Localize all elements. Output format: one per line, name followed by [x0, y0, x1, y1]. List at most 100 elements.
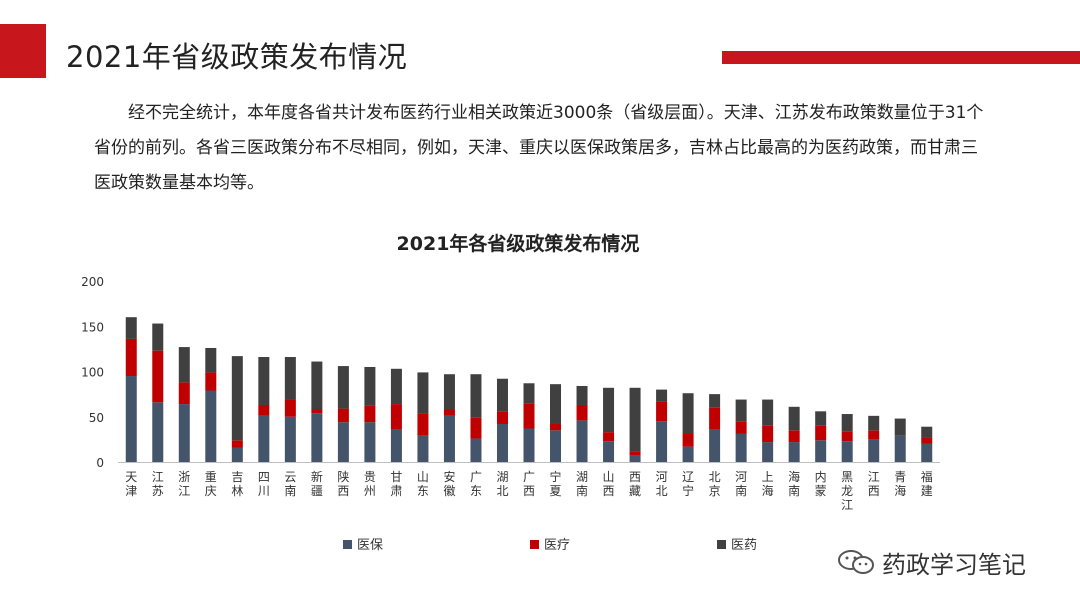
x-tick-label: 夏	[550, 484, 562, 498]
x-tick-label: 徽	[443, 483, 455, 498]
x-tick-label: 海	[894, 483, 906, 498]
bar-segment	[762, 442, 774, 462]
x-tick-label: 宁	[682, 483, 694, 498]
bar-segment	[125, 317, 137, 339]
bar-segment	[231, 447, 243, 462]
y-tick-label: 150	[81, 320, 104, 334]
x-tick-label: 广	[470, 470, 482, 484]
x-tick-label: 京	[709, 484, 721, 498]
bar-segment	[550, 423, 562, 431]
bar-segment	[921, 437, 933, 444]
x-tick-label: 宁	[550, 469, 562, 484]
intro-paragraph: 经不完全统计，本年度各省共计发布医药行业相关政策近3000条（省级层面）。天津、…	[94, 96, 994, 201]
x-tick-label: 甘	[390, 470, 402, 484]
bar-segment	[735, 433, 747, 462]
bar-segment	[205, 347, 217, 373]
x-tick-label: 重	[205, 470, 217, 484]
bar-segment	[205, 390, 217, 462]
bar-segment	[788, 430, 800, 443]
x-tick-label: 建	[921, 484, 933, 498]
bar-segment	[815, 425, 827, 441]
bar-segment	[656, 401, 668, 422]
x-tick-label: 安	[443, 469, 455, 484]
bar-segment	[868, 430, 880, 440]
bar-segment	[709, 407, 721, 430]
x-tick-label: 林	[231, 484, 243, 498]
bar-segment	[523, 403, 535, 429]
legend-label: 医保	[357, 538, 383, 553]
bar-segment	[311, 409, 323, 414]
x-tick-label: 广	[523, 470, 535, 484]
x-tick-label: 龙	[841, 484, 853, 498]
bar-segment	[576, 385, 588, 405]
x-tick-label: 山	[603, 470, 615, 484]
x-tick-label: 西	[868, 484, 880, 498]
x-tick-label: 西	[629, 470, 641, 484]
bar-segment	[125, 338, 137, 377]
x-tick-label: 海	[788, 469, 800, 484]
bar-segment	[682, 446, 694, 462]
x-tick-label: 州	[364, 484, 376, 498]
y-tick-label: 100	[81, 366, 104, 380]
bar-segment	[815, 411, 827, 426]
bar-segment	[390, 404, 402, 430]
bar-segment	[284, 416, 296, 462]
x-tick-label: 湖	[496, 469, 508, 484]
bar-segment	[894, 418, 906, 436]
bar-segment	[682, 433, 694, 447]
legend-swatch	[343, 540, 352, 549]
bar-segment	[868, 415, 880, 431]
bar-segment	[656, 421, 668, 462]
bar-segment	[603, 387, 615, 433]
bar-segment	[788, 442, 800, 462]
x-tick-label: 吉	[231, 470, 243, 484]
bar-segment	[364, 366, 376, 406]
bar-segment	[152, 323, 164, 351]
bar-segment	[841, 441, 853, 462]
x-tick-label: 庆	[205, 484, 217, 498]
chart-title: 2021年各省级政策发布情况	[397, 232, 640, 255]
bar-segment	[735, 421, 747, 434]
bar-segment	[337, 408, 349, 423]
x-tick-label: 南	[735, 483, 747, 498]
page-title: 2021年省级政策发布情况	[66, 40, 408, 74]
bar-segment	[576, 420, 588, 462]
header-accent-bar	[722, 51, 1080, 64]
bar-segment	[894, 435, 906, 462]
y-tick-label: 0	[96, 456, 104, 470]
x-tick-label: 江	[178, 484, 190, 498]
bar-segment	[443, 374, 455, 410]
bar-segment	[231, 356, 243, 441]
x-tick-label: 黑	[841, 470, 853, 484]
x-tick-label: 苏	[152, 484, 164, 498]
legend-label: 医疗	[544, 538, 570, 553]
bar-segment	[921, 443, 933, 462]
x-tick-label: 蒙	[815, 484, 827, 498]
bar-segment	[709, 429, 721, 462]
x-tick-label: 东	[417, 484, 429, 498]
bar-segment	[178, 347, 190, 383]
bar-segment	[470, 417, 482, 439]
x-tick-label: 南	[576, 483, 588, 498]
bar-segment	[390, 368, 402, 405]
bar-segment	[231, 440, 243, 448]
x-tick-label: 河	[656, 470, 668, 484]
x-tick-label: 北	[656, 484, 668, 498]
bar-segment	[762, 399, 774, 426]
wechat-icon	[838, 550, 874, 574]
bar-segment	[337, 366, 349, 409]
y-tick-label: 50	[89, 411, 104, 425]
x-tick-label: 川	[258, 484, 270, 498]
bar-segment	[735, 399, 747, 422]
x-tick-label: 青	[894, 470, 906, 484]
x-tick-label: 北	[496, 484, 508, 498]
bar-segment	[841, 414, 853, 432]
bar-segment	[443, 415, 455, 462]
x-tick-label: 西	[337, 484, 349, 498]
bar-segment	[178, 382, 190, 405]
x-tick-label: 津	[125, 484, 137, 498]
x-tick-label: 山	[417, 470, 429, 484]
bar-segment	[205, 372, 217, 391]
x-tick-label: 江	[152, 470, 164, 484]
bar-segment	[709, 394, 721, 408]
